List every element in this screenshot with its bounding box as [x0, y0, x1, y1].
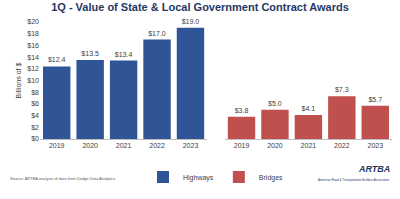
svg-text:$3.8: $3.8 — [235, 107, 249, 114]
svg-text:Bridges: Bridges — [259, 174, 283, 182]
svg-text:$10: $10 — [27, 77, 39, 84]
svg-text:2023: 2023 — [367, 142, 383, 149]
svg-text:2019: 2019 — [49, 142, 65, 149]
svg-text:$20: $20 — [27, 18, 39, 25]
svg-text:$12: $12 — [27, 65, 39, 72]
svg-text:$17.0: $17.0 — [148, 30, 166, 37]
svg-text:2023: 2023 — [183, 142, 199, 149]
svg-text:Source: ARTBA analysis of data: Source: ARTBA analysis of data from Dodg… — [10, 176, 115, 181]
svg-text:$5.7: $5.7 — [368, 96, 382, 103]
svg-text:$14: $14 — [27, 54, 39, 61]
svg-text:Billions of $: Billions of $ — [15, 62, 22, 98]
svg-text:Highways: Highways — [183, 174, 214, 182]
svg-text:$2: $2 — [31, 124, 39, 131]
svg-text:$5.0: $5.0 — [268, 100, 282, 107]
svg-text:$19.0: $19.0 — [182, 18, 200, 25]
svg-text:2022: 2022 — [149, 142, 165, 149]
svg-text:$6: $6 — [31, 100, 39, 107]
svg-text:$18: $18 — [27, 30, 39, 37]
svg-text:$13.4: $13.4 — [115, 51, 133, 58]
svg-text:$7.3: $7.3 — [335, 86, 349, 93]
svg-text:2021: 2021 — [301, 142, 317, 149]
svg-text:$4: $4 — [31, 112, 39, 119]
svg-text:American Road & Transportation: American Road & Transportation Builders … — [318, 178, 390, 182]
svg-text:$12.4: $12.4 — [48, 56, 66, 63]
svg-text:2020: 2020 — [82, 142, 98, 149]
svg-text:2019: 2019 — [234, 142, 250, 149]
svg-text:$0: $0 — [31, 135, 39, 142]
svg-text:ARTBA: ARTBA — [358, 164, 390, 174]
svg-text:2022: 2022 — [334, 142, 350, 149]
svg-text:2020: 2020 — [267, 142, 283, 149]
svg-text:$16: $16 — [27, 42, 39, 49]
svg-text:2021: 2021 — [116, 142, 132, 149]
svg-text:$8: $8 — [31, 89, 39, 96]
svg-text:$4.1: $4.1 — [302, 105, 316, 112]
svg-text:$13.5: $13.5 — [81, 50, 99, 57]
svg-text:1Q - Value of State & Local Go: 1Q - Value of State & Local Government C… — [51, 1, 349, 13]
